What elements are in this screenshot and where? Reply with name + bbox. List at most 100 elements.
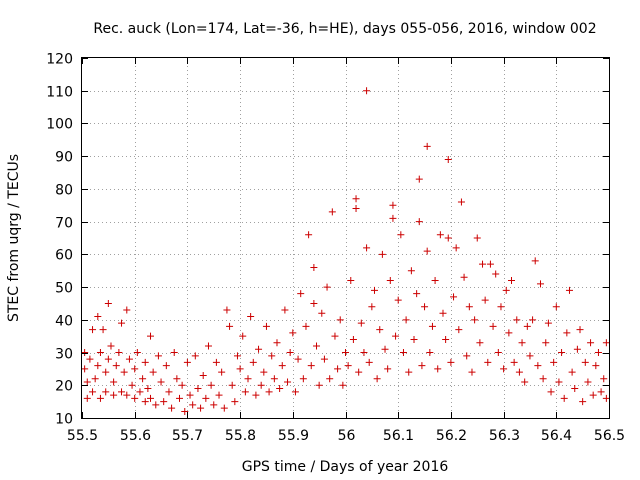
- data-point: [218, 368, 226, 376]
- data-point: [378, 250, 386, 258]
- data-point: [125, 355, 133, 363]
- data-point: [513, 316, 521, 324]
- y-tick-label: 60: [55, 248, 73, 264]
- data-point: [215, 391, 223, 399]
- data-point: [529, 316, 537, 324]
- data-point: [96, 394, 104, 402]
- data-point: [363, 244, 371, 252]
- x-tick-label: 56.4: [541, 428, 572, 444]
- data-point: [199, 371, 207, 379]
- data-point: [326, 375, 334, 383]
- data-point: [402, 316, 410, 324]
- data-point: [268, 352, 276, 360]
- data-point: [476, 339, 484, 347]
- data-point: [139, 375, 147, 383]
- data-point: [394, 296, 402, 304]
- data-point: [370, 286, 378, 294]
- data-points: [81, 87, 610, 415]
- data-point: [550, 358, 558, 366]
- data-point: [104, 355, 112, 363]
- data-point: [233, 352, 241, 360]
- data-point: [563, 329, 571, 337]
- x-tick-labels: 55.5 55.6 55.7 55.8 55.9 56 56.1 56.2 56.3 56.4 56…: [67, 428, 625, 444]
- data-point: [141, 398, 149, 406]
- data-point: [444, 234, 452, 242]
- data-point: [468, 368, 476, 376]
- data-point: [381, 345, 389, 353]
- data-point: [484, 358, 492, 366]
- data-point: [423, 142, 431, 150]
- data-point: [363, 87, 371, 95]
- data-point: [410, 335, 418, 343]
- data-point: [270, 375, 278, 383]
- data-point: [118, 319, 126, 327]
- data-point: [360, 349, 368, 357]
- data-point: [444, 155, 452, 163]
- data-point: [389, 214, 397, 222]
- data-point: [455, 326, 463, 334]
- data-point: [231, 398, 239, 406]
- plot-frame: [81, 57, 610, 419]
- data-point: [239, 332, 247, 340]
- data-point: [83, 394, 91, 402]
- data-point: [89, 388, 97, 396]
- data-point: [489, 322, 497, 330]
- x-tick-label: 55.8: [225, 428, 256, 444]
- x-tick-label: 55.5: [67, 428, 98, 444]
- data-point: [397, 231, 405, 239]
- data-point: [579, 398, 587, 406]
- data-point: [136, 388, 144, 396]
- chart-title: Rec. auck (Lon=174, Lat=-36, h=HE), days…: [93, 21, 596, 37]
- data-point: [587, 339, 595, 347]
- data-point: [110, 378, 118, 386]
- data-point: [107, 342, 115, 350]
- y-tick-label: 10: [55, 412, 73, 428]
- data-point: [439, 309, 447, 317]
- data-point: [141, 358, 149, 366]
- data-point: [226, 322, 234, 330]
- data-point: [118, 388, 126, 396]
- x-tick-label: 56.3: [489, 428, 520, 444]
- data-point: [355, 368, 363, 376]
- x-tick-label: 55.6: [120, 428, 151, 444]
- data-point: [94, 313, 102, 321]
- data-point: [479, 260, 487, 268]
- data-point: [310, 299, 318, 307]
- data-point: [447, 358, 455, 366]
- data-point: [428, 322, 436, 330]
- data-point: [334, 365, 342, 373]
- data-point: [123, 306, 131, 314]
- x-axis-label: GPS time / Days of year 2016: [242, 459, 449, 475]
- data-point: [555, 378, 563, 386]
- data-point: [94, 362, 102, 370]
- data-point: [494, 349, 502, 357]
- data-point: [339, 381, 347, 389]
- data-point: [297, 290, 305, 298]
- data-point: [539, 375, 547, 383]
- data-point: [255, 345, 263, 353]
- data-point: [497, 303, 505, 311]
- data-point: [510, 358, 518, 366]
- data-point: [96, 349, 104, 357]
- data-point: [431, 277, 439, 285]
- data-point: [244, 375, 252, 383]
- data-point: [236, 365, 244, 373]
- data-point: [168, 404, 176, 412]
- data-point: [86, 355, 94, 363]
- data-point: [500, 365, 508, 373]
- data-point: [315, 381, 323, 389]
- data-point: [310, 263, 318, 271]
- data-point: [294, 355, 302, 363]
- data-point: [289, 329, 297, 337]
- data-point: [560, 394, 568, 402]
- data-point: [523, 322, 531, 330]
- data-point: [112, 362, 120, 370]
- data-point: [144, 385, 152, 393]
- data-point: [291, 388, 299, 396]
- data-point: [518, 339, 526, 347]
- data-point: [102, 388, 110, 396]
- data-point: [460, 273, 468, 281]
- data-point: [386, 277, 394, 285]
- data-point: [347, 277, 355, 285]
